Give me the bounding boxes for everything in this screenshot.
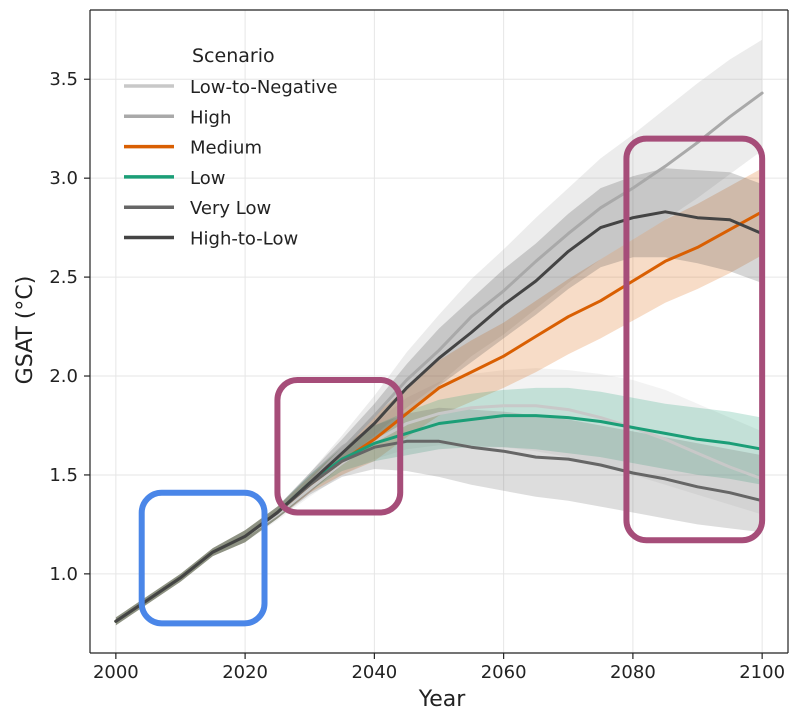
legend: Scenario Low-to-Negative High Medium Low Very… [124,45,338,250]
x-tick-label: 2000 [93,662,139,683]
legend-label: Medium [190,138,262,159]
band-low [115,387,763,626]
band-low-to-negative [115,368,763,626]
y-tick-label: 2.5 [49,267,78,288]
x-tick-label: 2080 [610,662,656,683]
highlight-box [274,376,404,516]
y-tick-label: 1.5 [49,465,78,486]
legend-label: Low-to-Negative [190,77,338,98]
y-tick-label: 3.5 [49,69,78,90]
y-axis-label: GSAT (°C) [13,276,38,385]
legend-label: Very Low [190,198,271,219]
band-high [115,39,763,626]
line-layer [114,91,764,623]
x-tick-label: 2060 [481,662,527,683]
y-tick-label: 2.0 [49,366,78,387]
y-tick-label: 1.0 [49,564,78,585]
y-tick-label: 3.0 [49,168,78,189]
x-axis-label: Year [418,687,467,711]
x-tick-label: 2100 [739,662,785,683]
series-line-high-to-low [114,210,764,623]
legend-label: High [190,107,231,128]
legend-title: Scenario [192,45,275,67]
band-very-low [115,407,763,626]
highlight-box [138,489,268,627]
axis-layer: 2000 2020 2040 2060 2080 2100 1.0 1.5 2.0 2.5 3.0 3… [49,9,789,683]
legend-label: Low [190,168,225,189]
x-tick-label: 2020 [222,662,268,683]
highlight-layer [138,135,766,627]
legend-label: High-to-Low [190,229,298,250]
x-tick-label: 2040 [351,662,397,683]
highlight-box [623,135,766,544]
